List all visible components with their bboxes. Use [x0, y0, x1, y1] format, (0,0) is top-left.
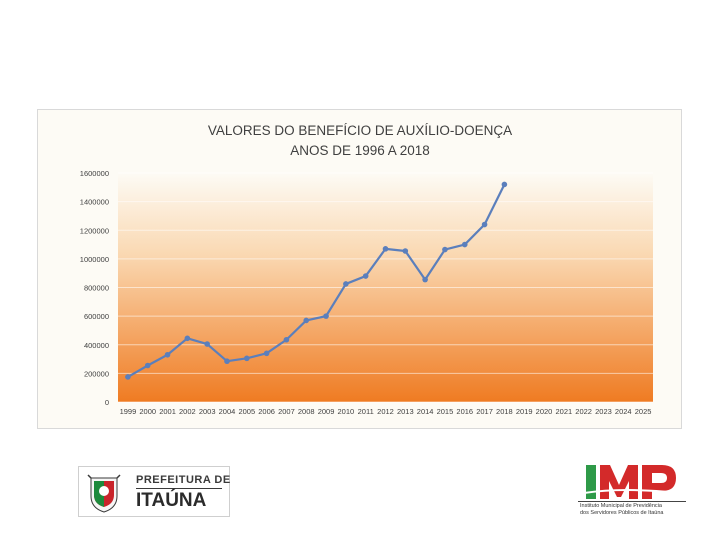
series-line: [127, 183, 506, 378]
data-point: [164, 351, 171, 358]
series-layer: [125, 181, 508, 380]
y-tick-label: 200000: [84, 369, 109, 378]
y-tick-label: 600000: [84, 312, 109, 321]
imp-caption-line-2: dos Servidores Públicos de Itaúna: [580, 510, 664, 516]
data-point: [184, 335, 191, 342]
x-tick-label: 2022: [575, 407, 592, 416]
chart-frame: VALORES DO BENEFÍCIO DE AUXÍLIO-DOENÇA A…: [37, 109, 682, 429]
prefeitura-itauna-logo: PREFEITURA DE ITAÚNA: [78, 466, 230, 517]
data-point: [402, 248, 409, 254]
x-tick-label: 2002: [179, 407, 196, 416]
data-point: [204, 341, 210, 347]
x-tick-label: 2014: [417, 407, 434, 416]
x-tick-label: 2004: [219, 407, 236, 416]
x-tick-label: 2016: [456, 407, 473, 416]
y-tick-label: 1200000: [80, 226, 109, 235]
data-point: [303, 317, 310, 324]
x-tick-label: 2019: [516, 407, 533, 416]
data-point: [501, 181, 508, 188]
y-axis-ticks: 0 200000 400000 600000 800000 1000000 1200000 1…: [80, 169, 109, 407]
x-tick-label: 2013: [397, 407, 414, 416]
y-tick-label: 1000000: [80, 255, 109, 264]
y-tick-label: 0: [105, 398, 109, 407]
x-tick-label: 2020: [536, 407, 553, 416]
x-tick-label: 2010: [338, 407, 355, 416]
data-point: [323, 313, 329, 319]
data-point: [422, 276, 428, 283]
city-name: ITAÚNA: [136, 490, 207, 511]
x-tick-label: 2008: [298, 407, 315, 416]
data-point: [125, 374, 131, 380]
data-point: [224, 358, 230, 365]
x-tick-label: 2001: [159, 407, 176, 416]
x-tick-label: 2006: [258, 407, 275, 416]
x-tick-label: 2018: [496, 407, 513, 416]
imp-logo: Instituto Municipal de Previdência dos S…: [578, 463, 686, 521]
x-tick-label: 2011: [358, 407, 374, 416]
y-tick-label: 1400000: [80, 198, 109, 207]
x-tick-label: 2012: [377, 407, 394, 416]
data-point: [481, 221, 488, 228]
data-point: [382, 246, 389, 252]
chart-title-line-2: ANOS DE 1996 A 2018: [290, 143, 430, 158]
chart-title-line-1: VALORES DO BENEFÍCIO DE AUXÍLIO-DOENÇA: [208, 123, 512, 138]
coat-of-arms-icon: [87, 474, 121, 513]
data-point: [243, 355, 250, 362]
data-point: [461, 241, 468, 248]
data-point: [343, 281, 349, 287]
y-tick-label: 1600000: [80, 169, 109, 178]
x-tick-label: 2017: [476, 407, 493, 416]
data-point: [442, 246, 448, 253]
data-point: [283, 336, 290, 343]
x-tick-label: 1999: [120, 407, 137, 416]
data-point: [263, 350, 270, 357]
data-point: [362, 273, 369, 279]
y-tick-label: 800000: [84, 284, 109, 293]
x-tick-label: 2024: [615, 407, 632, 416]
x-tick-label: 2003: [199, 407, 216, 416]
x-tick-label: 2005: [238, 407, 255, 416]
line-chart: VALORES DO BENEFÍCIO DE AUXÍLIO-DOENÇA A…: [80, 123, 653, 416]
x-tick-label: 2007: [278, 407, 295, 416]
x-tick-label: 2015: [437, 407, 454, 416]
y-tick-label: 400000: [84, 341, 109, 350]
data-point: [144, 362, 151, 369]
x-tick-label: 2000: [139, 407, 156, 416]
imp-caption-line-1: Instituto Municipal de Previdência: [580, 503, 662, 509]
x-tick-label: 2025: [635, 407, 652, 416]
prefeitura-label: PREFEITURA DE: [136, 474, 231, 486]
x-tick-label: 2009: [318, 407, 335, 416]
x-tick-label: 2021: [555, 407, 572, 416]
x-axis-ticks: 1999 2000 2001 2002 2003 2004 2005 2006 2007 2008…: [120, 407, 652, 416]
x-tick-label: 2023: [595, 407, 612, 416]
imp-wordmark-icon: [583, 465, 680, 499]
